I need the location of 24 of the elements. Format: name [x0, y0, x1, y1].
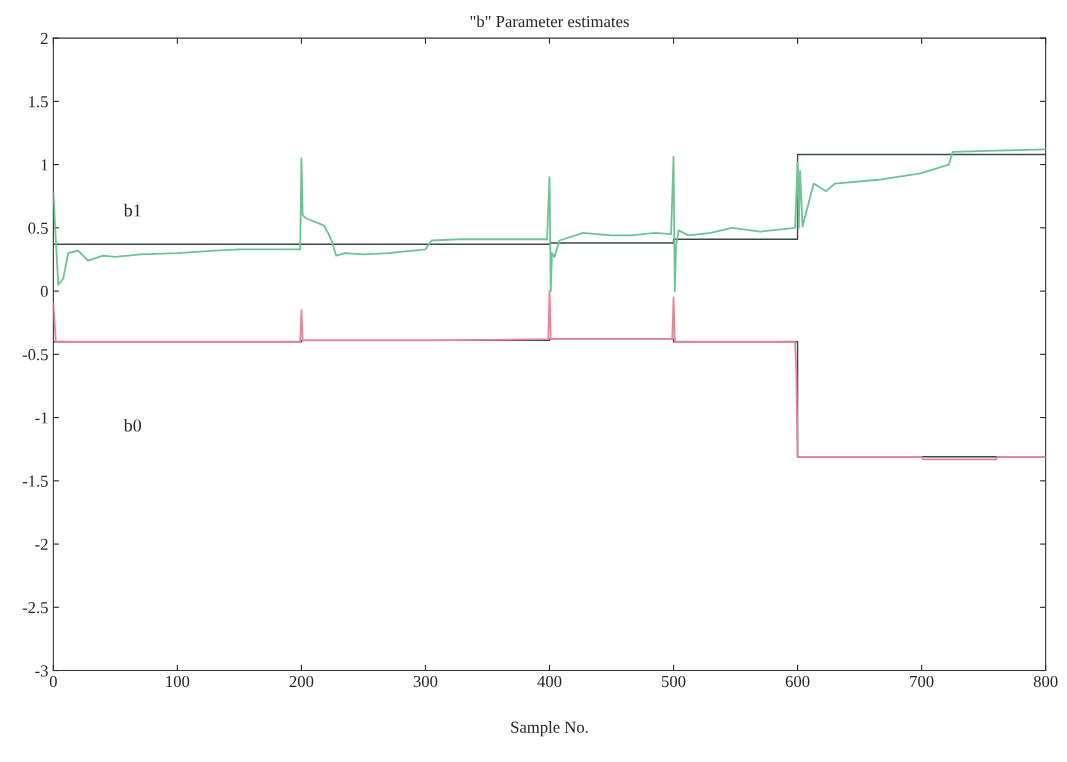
- x-tick-label: 0: [49, 675, 57, 688]
- y-tick-label: -0.5: [22, 349, 48, 361]
- annotation: b1: [123, 203, 141, 217]
- x-tick-label: 200: [289, 675, 314, 688]
- annotation: b0: [123, 418, 142, 432]
- y-tick-label: -3: [35, 665, 48, 677]
- x-tick-label: 400: [537, 675, 562, 688]
- y-tick-label: -1: [35, 412, 48, 424]
- y-tick-label: 2: [40, 32, 48, 44]
- x-tick-label: 100: [166, 675, 190, 688]
- x-axis-title: Sample No.: [511, 721, 588, 737]
- y-tick-label: -2: [35, 538, 48, 550]
- y-tick-label: 0.5: [28, 222, 48, 234]
- x-tick-label: 300: [413, 675, 438, 688]
- y-tick-label: 0: [40, 285, 48, 298]
- x-tick-label: 700: [910, 675, 934, 688]
- x-tick-label: 500: [662, 675, 686, 688]
- chart-title: "b" Parameter estimates: [470, 15, 629, 28]
- y-tick-label: -1.5: [22, 475, 48, 487]
- x-tick-label: 600: [785, 675, 810, 688]
- y-tick-label: 1.5: [29, 96, 48, 108]
- x-tick-label: 800: [1033, 675, 1058, 688]
- y-tick-label: 1: [41, 159, 48, 171]
- y-tick-label: -2.5: [22, 602, 48, 614]
